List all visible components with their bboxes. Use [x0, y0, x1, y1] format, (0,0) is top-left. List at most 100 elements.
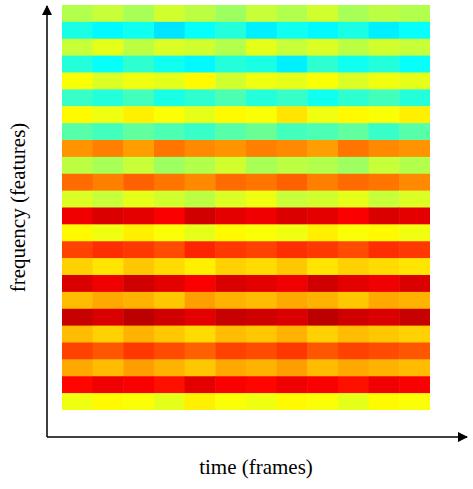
heatmap-cell [215, 309, 246, 326]
heatmap-cell [62, 5, 93, 22]
heatmap-cell [93, 376, 124, 393]
heatmap-cell [307, 292, 338, 309]
heatmap-cell [277, 292, 308, 309]
heatmap-cell [185, 326, 216, 343]
heatmap-cell [185, 56, 216, 73]
heatmap-cell [369, 359, 400, 376]
heatmap-cell [215, 174, 246, 191]
heatmap-cell [338, 326, 369, 343]
heatmap-cell [123, 89, 154, 106]
heatmap-cell [154, 241, 185, 258]
heatmap-cell [307, 157, 338, 174]
heatmap-cell [154, 208, 185, 225]
heatmap-cell [154, 5, 185, 22]
heatmap-cell [246, 258, 277, 275]
heatmap-cell [154, 258, 185, 275]
heatmap-cell [399, 309, 430, 326]
heatmap-cell [277, 106, 308, 123]
heatmap-cell [185, 343, 216, 360]
heatmap-cell [246, 5, 277, 22]
heatmap-cell [185, 22, 216, 39]
heatmap-cell [338, 106, 369, 123]
heatmap-cell [62, 89, 93, 106]
heatmap-cell [123, 39, 154, 56]
heatmap-cell [369, 376, 400, 393]
heatmap-cell [277, 309, 308, 326]
heatmap-cell [215, 393, 246, 410]
heatmap-cell [154, 22, 185, 39]
heatmap-cell [277, 208, 308, 225]
heatmap-cell [93, 309, 124, 326]
heatmap-cell [277, 5, 308, 22]
heatmap-cell [185, 224, 216, 241]
heatmap-cell [246, 39, 277, 56]
heatmap-cell [277, 191, 308, 208]
heatmap-cell [399, 157, 430, 174]
heatmap-cell [62, 292, 93, 309]
heatmap-cell [369, 123, 400, 140]
heatmap-cell [93, 208, 124, 225]
heatmap-cell [369, 157, 400, 174]
heatmap-cell [399, 224, 430, 241]
heatmap-cell [62, 106, 93, 123]
heatmap-cell [154, 174, 185, 191]
heatmap-cell [307, 123, 338, 140]
heatmap-cell [399, 191, 430, 208]
heatmap-cell [338, 393, 369, 410]
heatmap-cell [369, 241, 400, 258]
heatmap-cell [185, 73, 216, 90]
heatmap-cell [369, 106, 400, 123]
heatmap-cell [338, 56, 369, 73]
heatmap-cell [277, 393, 308, 410]
heatmap-cell [93, 224, 124, 241]
heatmap-cell [246, 174, 277, 191]
heatmap-cell [277, 123, 308, 140]
heatmap-cell [307, 258, 338, 275]
heatmap-cell [399, 376, 430, 393]
heatmap-cell [369, 208, 400, 225]
heatmap-cell [185, 140, 216, 157]
heatmap-cell [154, 123, 185, 140]
heatmap-cell [62, 157, 93, 174]
heatmap-cell [154, 39, 185, 56]
heatmap-cell [369, 140, 400, 157]
heatmap-cell [123, 393, 154, 410]
heatmap-cell [62, 56, 93, 73]
heatmap-cell [215, 89, 246, 106]
heatmap-cell [307, 241, 338, 258]
heatmap-cell [369, 393, 400, 410]
heatmap-cell [185, 39, 216, 56]
heatmap-cell [369, 224, 400, 241]
heatmap-cell [307, 275, 338, 292]
heatmap-cell [123, 359, 154, 376]
heatmap-cell [123, 224, 154, 241]
heatmap-cell [185, 5, 216, 22]
heatmap-cell [338, 376, 369, 393]
heatmap-cell [154, 359, 185, 376]
chart: frequency (features)time (frames) [0, 0, 473, 489]
heatmap-cell [93, 73, 124, 90]
heatmap-cell [185, 123, 216, 140]
heatmap-cell [399, 241, 430, 258]
heatmap-cell [369, 56, 400, 73]
heatmap-cell [185, 359, 216, 376]
heatmap-cell [185, 241, 216, 258]
heatmap-cell [123, 343, 154, 360]
heatmap-cell [369, 258, 400, 275]
heatmap-cell [338, 343, 369, 360]
heatmap-cell [246, 191, 277, 208]
heatmap-cell [62, 22, 93, 39]
heatmap-cell [62, 326, 93, 343]
heatmap-cell [338, 174, 369, 191]
heatmap-cell [154, 224, 185, 241]
heatmap-cell [338, 89, 369, 106]
heatmap-cell [154, 275, 185, 292]
heatmap-cell [93, 22, 124, 39]
heatmap-cell [369, 39, 400, 56]
y-arrow [46, 6, 48, 437]
heatmap-cell [277, 73, 308, 90]
heatmap-cell [215, 191, 246, 208]
heatmap-cell [369, 326, 400, 343]
heatmap-cell [246, 376, 277, 393]
heatmap-cell [277, 359, 308, 376]
